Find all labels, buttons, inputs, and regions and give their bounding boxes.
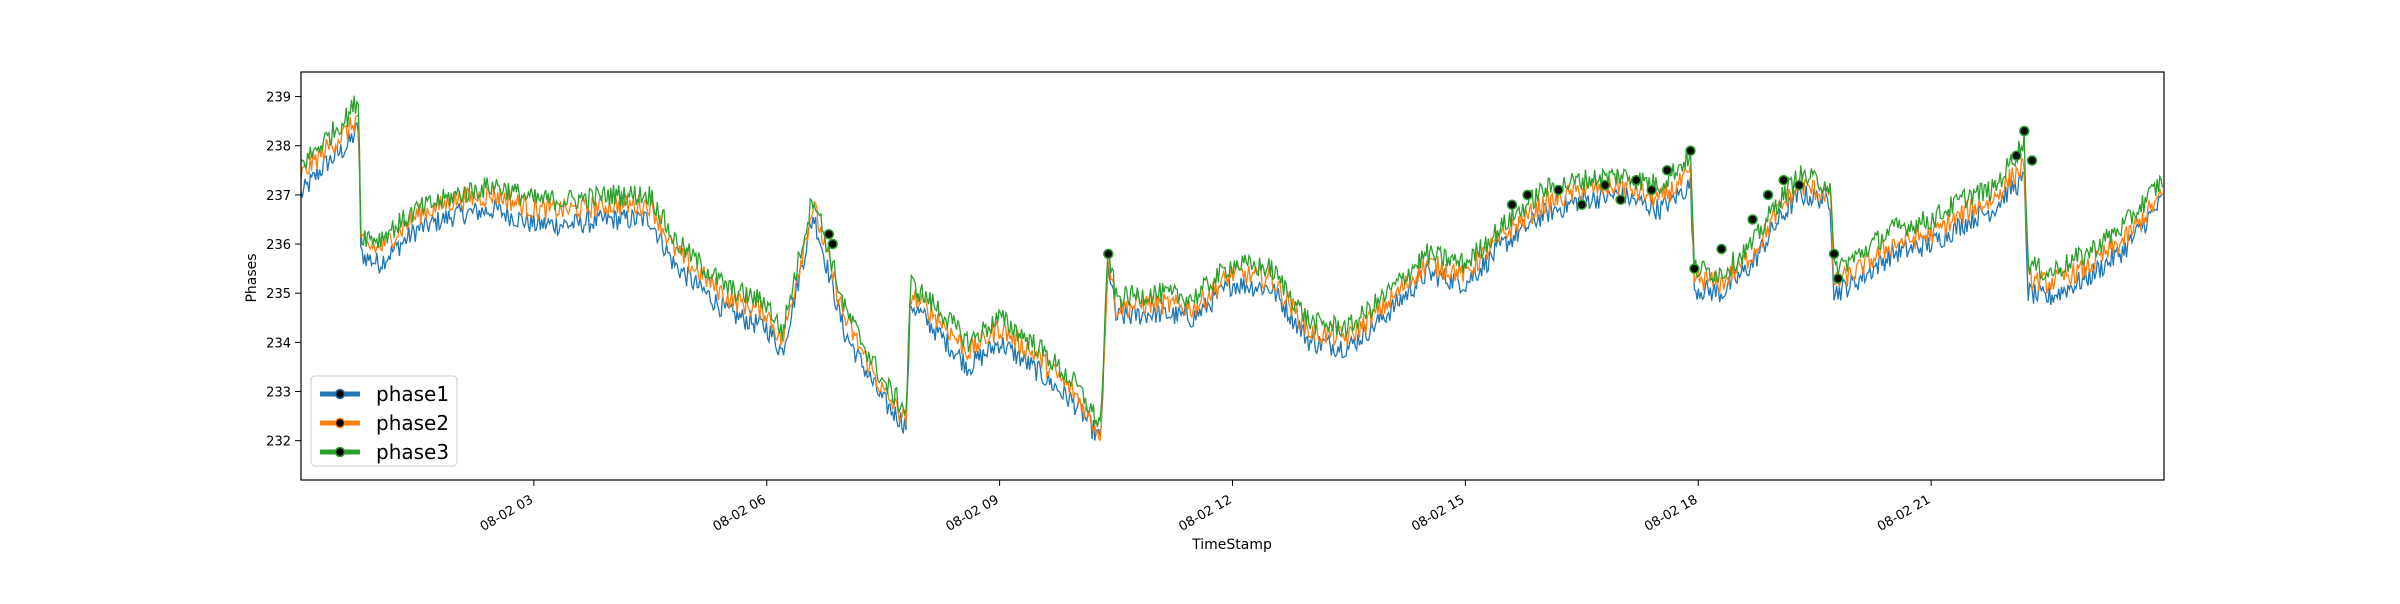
highlight-point: [1793, 179, 1805, 191]
y-axis-ticks: 232 233 234 235 236 237 238 239: [266, 91, 301, 450]
x-axis-label: TimeStamp: [1191, 537, 1272, 553]
y-tick-label: 237: [266, 189, 291, 204]
y-tick-label: 234: [266, 336, 291, 351]
highlight-point: [1832, 273, 1844, 284]
highlight-point: [1685, 145, 1696, 156]
legend-marker: [334, 417, 346, 429]
y-tick-label: 238: [266, 140, 291, 155]
x-tick-label: 08-02 15: [1409, 492, 1467, 534]
highlight-point: [1646, 184, 1657, 196]
highlight-point: [1689, 263, 1700, 274]
highlight-point: [1778, 174, 1789, 186]
highlight-point: [2026, 155, 2038, 166]
highlight-point: [1103, 248, 1114, 260]
highlight-point: [1615, 194, 1626, 206]
legend-label-phase2: phase2: [376, 411, 449, 435]
highlight-point: [1522, 189, 1533, 201]
x-tick-label: 08-02 12: [1176, 492, 1234, 534]
legend: phase1 phase2 phase3: [310, 375, 458, 467]
highlight-point: [1506, 199, 1518, 210]
series-line-phase3: [301, 95, 2164, 428]
highlight-point: [827, 238, 838, 250]
highlight-point: [1553, 184, 1564, 196]
x-tick-label: 08-02 03: [478, 492, 536, 534]
y-tick-label: 232: [266, 435, 291, 450]
x-tick-label: 08-02 06: [711, 492, 769, 534]
x-tick-label: 08-02 18: [1642, 492, 1700, 534]
highlight-point: [1828, 248, 1840, 260]
legend-marker: [334, 388, 346, 400]
highlight-point: [2011, 150, 2022, 161]
series-line-phase2: [301, 114, 2163, 442]
highlight-point: [1599, 179, 1611, 191]
plot-area: [301, 95, 2164, 442]
highlight-point: [2019, 125, 2030, 137]
highlight-point: [1630, 174, 1642, 186]
y-tick-label: 233: [266, 386, 291, 401]
x-tick-label: 08-02 21: [1875, 492, 1933, 534]
legend-box: [310, 375, 458, 467]
y-tick-label: 236: [266, 238, 291, 253]
legend-label-phase1: phase1: [376, 382, 449, 406]
y-tick-label: 235: [266, 287, 291, 302]
highlight-point: [1716, 243, 1727, 255]
x-axis-ticks: 08-02 03 08-02 06 08-02 09 08-02 12 08-02 15…: [478, 480, 1933, 535]
highlight-point: [1661, 165, 1673, 176]
x-tick-label: 08-02 09: [944, 492, 1002, 534]
highlight-point: [823, 228, 835, 240]
y-tick-label: 239: [266, 91, 291, 106]
highlight-point: [1576, 199, 1588, 210]
highlight-point: [1747, 214, 1758, 225]
series-line-phase1: [301, 121, 2163, 441]
legend-label-phase3: phase3: [376, 440, 449, 464]
highlight-point: [1762, 189, 1774, 201]
legend-marker: [334, 446, 346, 458]
y-axis-label: Phases: [244, 253, 260, 302]
